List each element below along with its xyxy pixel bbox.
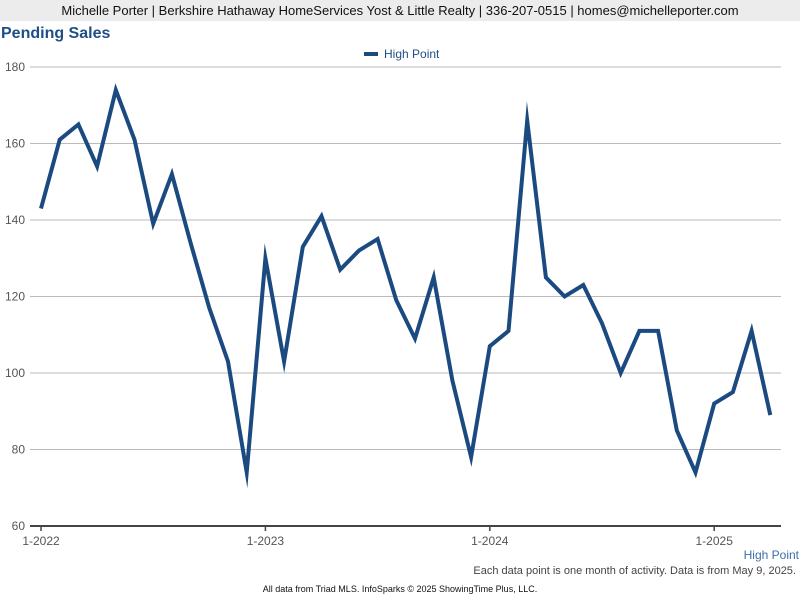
series-label: High Point (743, 548, 799, 562)
y-tick-label: 180 (5, 60, 25, 74)
x-tick-label: 1-2024 (471, 534, 509, 548)
y-tick-label: 120 (5, 290, 25, 304)
chart-title: Pending Sales (1, 25, 111, 42)
legend-swatch (364, 52, 378, 56)
y-tick-label: 140 (5, 213, 25, 227)
series-line-high-point (39, 83, 773, 489)
contact-header: Michelle Porter | Berkshire Hathaway Hom… (0, 0, 800, 21)
x-tick-label: 1-2025 (696, 534, 734, 548)
credits: All data from Triad MLS. InfoSparks © 20… (262, 584, 538, 594)
legend-label: High Point (384, 47, 440, 61)
y-tick-label: 160 (5, 137, 25, 151)
legend[interactable]: High Point (364, 46, 439, 62)
x-tick-label: 1-2023 (247, 534, 285, 548)
contact-line: Michelle Porter | Berkshire Hathaway Hom… (61, 3, 739, 18)
x-tick-label: 1-2022 (22, 534, 60, 548)
footnote: Each data point is one month of activity… (473, 565, 796, 577)
y-tick-label: 100 (5, 366, 25, 380)
y-tick-label: 60 (12, 519, 26, 533)
y-tick-label: 80 (12, 443, 26, 457)
